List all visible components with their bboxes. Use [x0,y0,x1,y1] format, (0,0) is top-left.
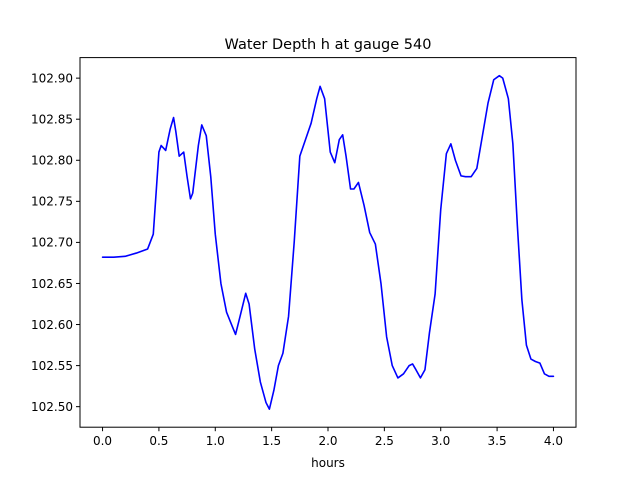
x-tick-label: 0.5 [149,434,168,448]
x-axis-ticks: 0.0 0.5 1.0 1.5 2.0 2.5 3.0 3.5 4.0 [93,427,563,448]
y-tick-label: 102.65 [31,277,73,291]
x-tick-label: 3.0 [431,434,450,448]
x-tick-label: 2.5 [375,434,394,448]
y-tick-label: 102.55 [31,359,73,373]
y-tick-label: 102.75 [31,195,73,209]
y-tick-label: 102.90 [31,71,73,85]
x-tick-label: 2.0 [318,434,337,448]
x-tick-label: 0.0 [93,434,112,448]
x-tick-label: 3.5 [488,434,507,448]
y-tick-label: 102.60 [31,318,73,332]
y-tick-label: 102.50 [31,400,73,414]
x-tick-label: 1.0 [206,434,225,448]
y-tick-label: 102.70 [31,236,73,250]
plot-frame [79,57,577,428]
y-tick-label: 102.80 [31,154,73,168]
x-tick-label: 1.5 [262,434,281,448]
y-tick-label: 102.85 [31,113,73,127]
y-axis-ticks: 102.50 102.55 102.60 102.65 102.70 102.75 102.… [31,71,80,414]
x-axis-label: hours [311,456,345,470]
plot-series-group [101,74,555,410]
chart-title: Water Depth h at gauge 540 [225,37,432,53]
series-line-0 [101,74,555,410]
x-tick-label: 4.0 [544,434,563,448]
